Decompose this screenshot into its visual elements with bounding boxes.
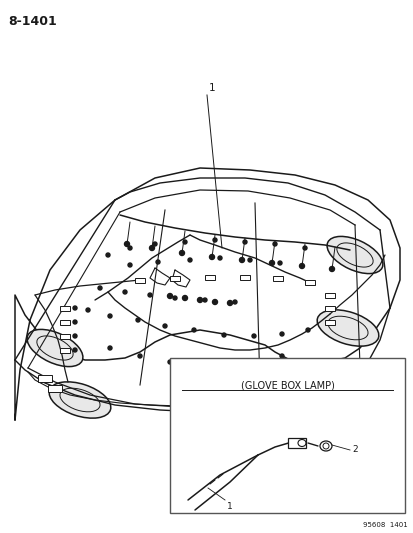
Text: 8-1401: 8-1401 [8, 15, 57, 28]
Circle shape [73, 334, 77, 338]
Circle shape [108, 314, 112, 318]
Circle shape [108, 346, 112, 350]
Bar [324, 293, 334, 297]
Bar [170, 276, 180, 280]
Circle shape [153, 242, 157, 246]
Circle shape [136, 318, 140, 322]
Circle shape [124, 241, 129, 246]
Bar [60, 334, 70, 338]
Circle shape [173, 296, 177, 300]
Circle shape [221, 333, 225, 337]
Circle shape [188, 258, 192, 262]
Circle shape [254, 360, 257, 364]
Circle shape [242, 240, 247, 244]
Bar [48, 384, 62, 392]
Circle shape [225, 364, 230, 368]
Circle shape [209, 254, 214, 260]
Circle shape [98, 286, 102, 290]
Circle shape [212, 300, 217, 304]
Circle shape [163, 324, 166, 328]
Text: 95608  1401: 95608 1401 [362, 522, 407, 528]
Circle shape [73, 348, 77, 352]
Bar [204, 274, 214, 279]
Circle shape [73, 320, 77, 324]
Bar [135, 278, 145, 282]
Bar [272, 276, 282, 280]
Circle shape [179, 251, 184, 255]
Circle shape [227, 301, 232, 305]
Polygon shape [15, 168, 399, 420]
Circle shape [233, 300, 236, 304]
Ellipse shape [49, 382, 111, 418]
Circle shape [182, 295, 187, 301]
Bar [324, 319, 334, 325]
Circle shape [128, 263, 132, 267]
Circle shape [73, 306, 77, 310]
Ellipse shape [316, 310, 378, 346]
Circle shape [239, 257, 244, 262]
Circle shape [279, 354, 283, 358]
Circle shape [212, 238, 216, 242]
Bar [38, 375, 52, 382]
Circle shape [302, 246, 306, 250]
Circle shape [168, 360, 171, 364]
Text: (GLOVE BOX LAMP): (GLOVE BOX LAMP) [240, 380, 334, 390]
Bar [240, 274, 249, 279]
Bar [324, 305, 334, 311]
Circle shape [269, 261, 274, 265]
Circle shape [202, 298, 206, 302]
Circle shape [86, 308, 90, 312]
Bar [60, 348, 70, 352]
Circle shape [305, 328, 309, 332]
Bar [60, 305, 70, 311]
Text: 2: 2 [351, 446, 357, 455]
Circle shape [197, 297, 202, 303]
Circle shape [299, 263, 304, 269]
Circle shape [149, 246, 154, 251]
Circle shape [279, 332, 283, 336]
Ellipse shape [326, 237, 382, 273]
Ellipse shape [27, 329, 83, 367]
Circle shape [123, 290, 127, 294]
Circle shape [192, 328, 195, 332]
Circle shape [277, 261, 281, 265]
Bar [304, 279, 314, 285]
Text: 1: 1 [209, 83, 215, 93]
Circle shape [218, 256, 221, 260]
Circle shape [183, 240, 187, 244]
Circle shape [167, 294, 172, 298]
Circle shape [147, 293, 152, 297]
Bar [170, 358, 404, 513]
Circle shape [106, 253, 110, 257]
Circle shape [197, 364, 202, 368]
Circle shape [128, 246, 132, 250]
Bar [287, 438, 305, 448]
Circle shape [247, 258, 252, 262]
Circle shape [272, 242, 276, 246]
Text: 1: 1 [226, 502, 232, 511]
Circle shape [138, 354, 142, 358]
Circle shape [329, 266, 334, 271]
Circle shape [252, 334, 255, 338]
Bar [60, 319, 70, 325]
Circle shape [156, 260, 159, 264]
